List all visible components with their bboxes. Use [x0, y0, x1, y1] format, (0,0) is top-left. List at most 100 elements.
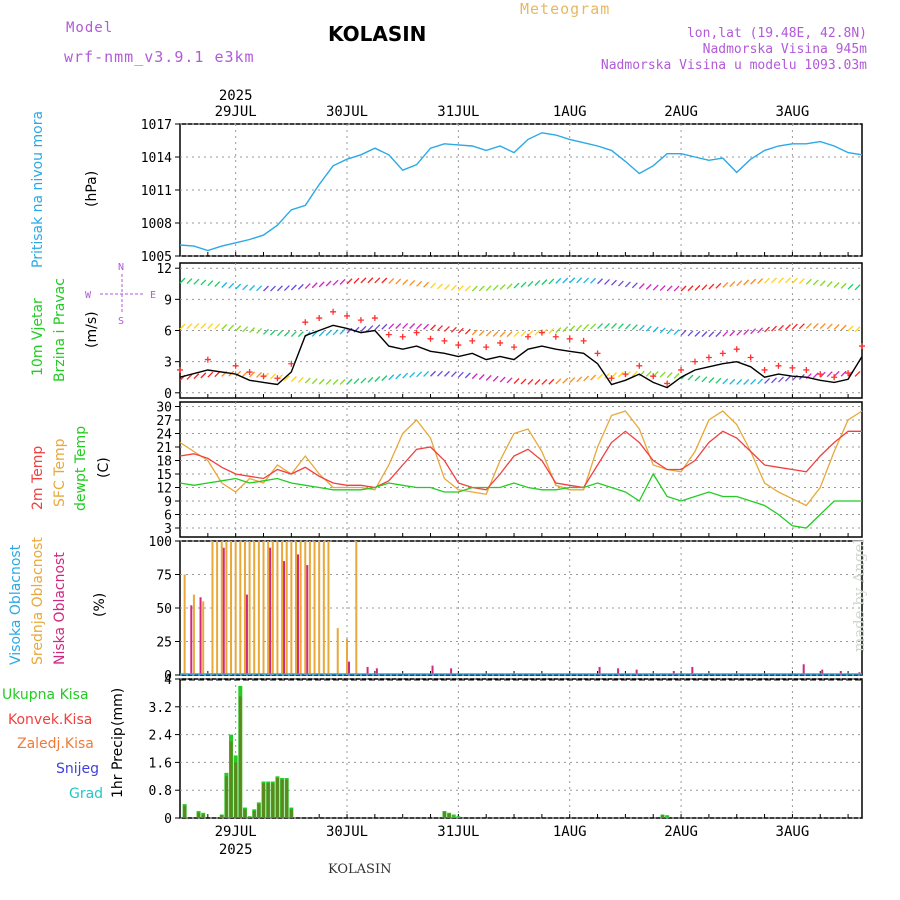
wind-barb [381, 277, 388, 284]
wind-barb [611, 279, 617, 286]
gust-marker [399, 333, 406, 340]
gust-marker [705, 354, 712, 361]
wind-barb [687, 374, 694, 381]
precip-conv-bar [183, 805, 187, 818]
wind-barb [590, 277, 597, 284]
wind-barb [256, 285, 263, 292]
wind-barb [771, 377, 777, 384]
sfc-temp-line [179, 410, 863, 507]
wind-barb [736, 329, 743, 336]
wind-barb [694, 284, 701, 291]
wind-barb [200, 279, 207, 286]
wind-barb [666, 372, 673, 379]
cloud-low-bar [296, 554, 299, 675]
wind-barb [270, 329, 276, 336]
wind-barb [228, 282, 235, 289]
wind-barb [332, 379, 339, 385]
wind-barb [450, 284, 457, 291]
model-label: Model [66, 20, 114, 36]
pressure-ylabel: Pritisak na nivou mora [30, 110, 46, 268]
wind-barb [750, 328, 757, 335]
ytick-label-clouds: 100 [149, 535, 172, 550]
legend-ukupna: Ukupna Kisa [2, 687, 89, 703]
time-label-bottom: 3AUG [776, 824, 810, 840]
wind-barb [680, 285, 687, 292]
wind-barb [325, 280, 332, 287]
wind-barb [318, 281, 325, 288]
gust-marker [650, 373, 657, 380]
wind-barb [722, 330, 729, 337]
precip-conv-bar [280, 779, 284, 818]
wind-barb [485, 374, 492, 381]
cloud-mid-bar [220, 541, 223, 675]
wind-barb [325, 378, 332, 385]
time-label-bottom: 29JUL [215, 824, 257, 840]
pressure-line [179, 132, 863, 252]
wind-barb [687, 285, 694, 292]
wind-barb [736, 280, 743, 287]
wind-barb [283, 285, 290, 291]
cloud-low-bar [199, 597, 202, 675]
model-elevation-label: Nadmorska Visina u modelu 1093.03m [600, 58, 867, 73]
ytick-label-clouds: 50 [156, 602, 172, 617]
cloud-mid-bar [239, 541, 242, 675]
cloud-low-bar [617, 668, 620, 675]
wind-barb [249, 371, 256, 378]
precip-conv-bar [271, 783, 275, 818]
wind-barb [694, 375, 701, 382]
wind-barb [812, 279, 819, 286]
wind-barb [583, 323, 590, 330]
wind-barb [624, 281, 631, 288]
wind-barb [464, 285, 471, 292]
wind-barb [778, 277, 784, 284]
time-label-top: 1AUG [553, 104, 587, 120]
wind-barb [534, 379, 541, 385]
wind-barb [200, 372, 207, 379]
wind-barb [374, 324, 381, 331]
wind-barb [388, 277, 395, 284]
wind-barb [464, 372, 471, 379]
wind-barb [624, 323, 631, 330]
wind-barb [791, 277, 798, 284]
precip-conv-bar [220, 815, 224, 818]
gust-marker [664, 380, 671, 387]
wind-barb [207, 323, 214, 330]
time-label-bottom: 2AUG [664, 824, 698, 840]
wind-barb [256, 371, 263, 378]
wind-barb [534, 329, 541, 336]
cloud-low-bar [691, 666, 694, 675]
ytick-label-temperature: 21 [156, 441, 172, 456]
panel-frame-temperature [179, 401, 863, 538]
wind-barb [339, 378, 346, 385]
wind-ylabel: 10m Vjetar [30, 298, 46, 376]
cloud-mid-bar [211, 541, 214, 675]
wind-barb [562, 326, 569, 333]
wind-barb [750, 278, 757, 285]
precip-conv-bar [197, 812, 201, 818]
wind-barb [492, 331, 499, 337]
wind-barb [443, 325, 450, 332]
gust-marker [232, 362, 239, 369]
wind-barb [729, 281, 736, 288]
wind-barb [694, 330, 701, 337]
wind-barb [409, 323, 416, 329]
gust-marker [719, 350, 726, 357]
compass-e: E [150, 290, 156, 301]
gust-marker [469, 337, 476, 344]
wind-barb [840, 370, 847, 377]
wind-barb [416, 323, 423, 330]
wind-barb [443, 284, 450, 291]
wind-barb [485, 285, 492, 292]
gust-marker [733, 346, 740, 353]
wind-barb [666, 328, 673, 335]
wind-barb [812, 322, 819, 329]
gust-marker [636, 362, 643, 369]
wind-barb [332, 329, 339, 336]
wind-barb [235, 283, 242, 290]
wind-barb [743, 329, 750, 336]
cloud-mid-bar [230, 541, 233, 675]
precip-conv-bar [257, 804, 261, 818]
precip-total-bar [451, 814, 456, 818]
wind-barb [611, 323, 617, 329]
wind-barb [471, 373, 478, 380]
